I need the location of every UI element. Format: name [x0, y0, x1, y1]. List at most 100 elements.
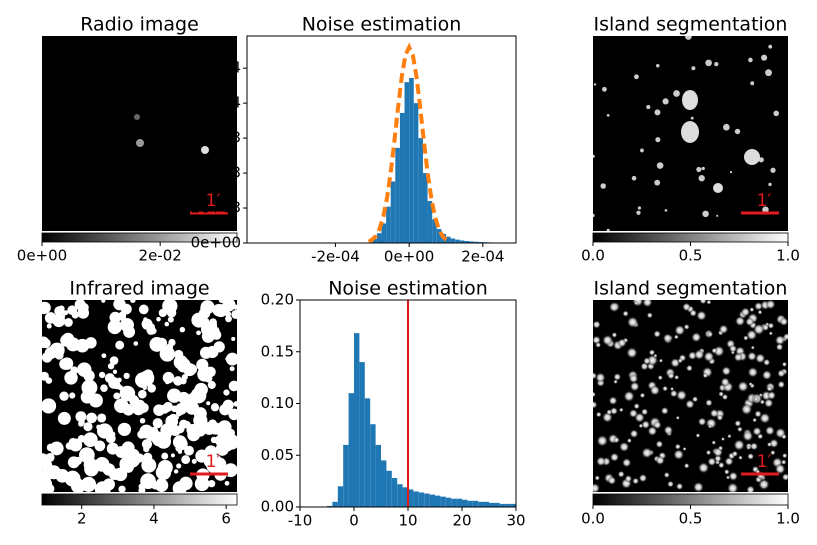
island	[696, 310, 707, 322]
island	[626, 316, 639, 329]
y-tick-label: 5e+03	[191, 164, 241, 182]
bar	[381, 223, 387, 243]
source-blob	[218, 300, 225, 304]
colorbar-tick-label: 2e-02	[139, 247, 182, 265]
island	[737, 380, 749, 393]
source-blob	[194, 476, 210, 492]
source-blob	[207, 480, 216, 488]
bar	[364, 398, 371, 507]
island	[669, 389, 678, 398]
y-tick-label: 0.05	[261, 446, 294, 464]
island	[691, 396, 699, 403]
island	[675, 415, 680, 420]
source-blob	[213, 341, 225, 353]
island	[699, 300, 707, 305]
island	[698, 175, 705, 182]
island	[667, 371, 675, 380]
source-blob	[181, 455, 191, 464]
y-tick-label: 2e+03	[191, 199, 241, 217]
island	[595, 372, 606, 383]
source-blob	[77, 306, 87, 316]
island	[770, 167, 776, 173]
island	[655, 455, 665, 466]
island	[729, 170, 733, 174]
source-blob	[141, 318, 153, 330]
colorbar-tick-label: 0.5	[679, 247, 703, 265]
island	[602, 86, 607, 92]
island	[664, 209, 668, 212]
island	[773, 110, 779, 117]
bar	[469, 241, 474, 243]
island	[674, 324, 686, 336]
source-blob	[207, 380, 216, 389]
source-blob	[58, 305, 65, 312]
source-blob	[130, 300, 136, 303]
island	[606, 113, 610, 117]
island	[738, 455, 743, 460]
source-blob	[210, 403, 220, 412]
bar	[429, 494, 435, 507]
source-blob	[67, 305, 78, 316]
x-tick-label: 30	[506, 512, 525, 530]
source-blob	[175, 410, 183, 417]
island	[705, 59, 712, 67]
island	[701, 166, 705, 171]
source-blob	[64, 371, 78, 385]
colorbar-tick-label: 0.5	[679, 510, 703, 528]
island	[691, 66, 696, 71]
island	[750, 345, 755, 350]
x-tick-label: -2e-04	[311, 248, 360, 266]
island	[655, 137, 661, 143]
island	[617, 338, 627, 348]
source-blob	[46, 323, 52, 329]
source-blob	[79, 419, 85, 425]
island	[643, 357, 651, 365]
source-blob	[97, 423, 113, 439]
source-blob	[168, 413, 178, 423]
scale-label: 1′	[757, 452, 772, 472]
island	[734, 128, 741, 135]
island	[618, 441, 630, 453]
source-blob	[183, 421, 191, 429]
island	[777, 380, 786, 389]
bar	[473, 241, 479, 243]
source-blob	[45, 452, 55, 463]
source-blob	[42, 301, 51, 314]
island	[649, 384, 661, 396]
source-blob	[158, 308, 168, 318]
source-blob	[160, 423, 175, 438]
source-blob	[97, 413, 107, 423]
source-blob	[193, 413, 208, 428]
colorbar-tick-label: 6	[221, 510, 231, 528]
bar	[376, 233, 382, 243]
bar	[348, 393, 354, 507]
island	[675, 482, 684, 491]
island	[745, 317, 755, 327]
colorbar	[41, 493, 238, 506]
island	[709, 408, 719, 418]
island	[695, 433, 701, 438]
source-blob	[134, 114, 140, 120]
image-layer	[42, 36, 237, 231]
colorbar-tick-label: 2	[77, 510, 87, 528]
source-blob	[217, 420, 232, 435]
image-background	[42, 36, 237, 231]
island	[754, 301, 763, 311]
bar	[432, 219, 437, 243]
island	[595, 341, 602, 348]
source-blob	[176, 358, 191, 373]
island	[607, 476, 617, 485]
source-blob	[42, 476, 53, 492]
island	[697, 417, 707, 427]
island	[685, 364, 693, 372]
island	[674, 374, 680, 380]
source-blob	[118, 311, 127, 320]
y-tick-label: 0.00	[261, 498, 294, 516]
source-blob	[205, 366, 216, 378]
island	[662, 385, 669, 392]
island	[685, 399, 695, 410]
y-tick-label: 0.10	[261, 394, 294, 412]
source-blob	[167, 388, 182, 403]
island	[764, 425, 775, 436]
